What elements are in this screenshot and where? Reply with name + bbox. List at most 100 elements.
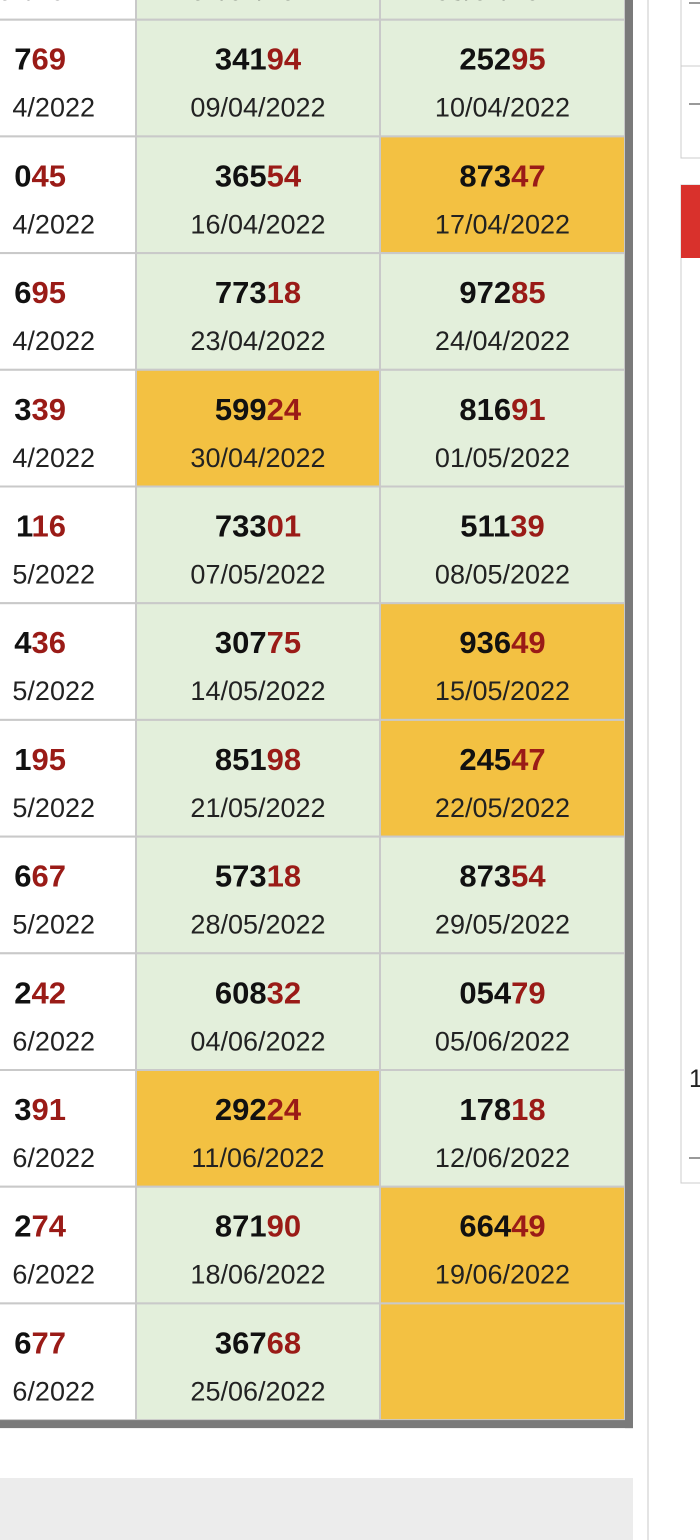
result-date: 28/05/2022	[190, 910, 325, 940]
number-suffix: 32	[267, 975, 301, 1010]
result-date: 5/2022	[12, 676, 95, 706]
number-suffix: 74	[32, 1209, 67, 1244]
number-suffix: 95	[32, 742, 66, 777]
table-border-right	[625, 0, 633, 1429]
number-suffix: 94	[267, 42, 302, 77]
side-label: 1	[689, 1065, 700, 1093]
cell	[0, 485, 137, 605]
result-number: 25295	[459, 42, 545, 77]
number-prefix: 6	[14, 1325, 31, 1360]
number-prefix: 2	[14, 1209, 31, 1244]
number-prefix: 511	[460, 509, 510, 544]
number-suffix: 24	[267, 392, 302, 427]
number-prefix: 307	[215, 625, 267, 660]
result-number: 60832	[215, 975, 301, 1010]
number-suffix: 67	[32, 859, 66, 894]
number-suffix: 95	[511, 42, 545, 77]
number-suffix: 79	[511, 975, 545, 1010]
result-date: 02/04/2022	[190, 0, 325, 6]
number-prefix: 1	[14, 742, 31, 777]
result-date: 6/2022	[12, 1260, 95, 1290]
cell	[0, 602, 137, 721]
number-suffix: 98	[267, 742, 301, 777]
result-date: 01/04/2022	[0, 0, 95, 6]
result-number: 59924	[215, 392, 302, 427]
result-number: 97285	[459, 275, 545, 310]
number-suffix: 77	[32, 1325, 66, 1360]
result-number: 667	[14, 859, 66, 894]
number-prefix: 341	[215, 42, 267, 77]
number-suffix: 91	[511, 392, 545, 427]
result-date: 23/04/2022	[190, 326, 325, 356]
result-date: 22/05/2022	[435, 793, 570, 823]
result-number: 36554	[215, 158, 302, 193]
cell	[135, 368, 381, 488]
result-number: 195	[14, 742, 66, 777]
result-number: 93649	[459, 625, 545, 660]
result-date: 11/06/2022	[191, 1143, 324, 1173]
number-prefix: 599	[215, 392, 267, 427]
result-number: 045	[14, 158, 66, 193]
number-prefix: 873	[459, 158, 511, 193]
number-prefix: 367	[215, 1325, 267, 1360]
cell	[135, 1185, 381, 1305]
result-date: 17/04/2022	[435, 209, 570, 239]
result-number: 87347	[459, 158, 545, 193]
footer-band	[0, 1478, 633, 1540]
number-suffix: 42	[32, 975, 66, 1010]
result-number: 677	[14, 1325, 66, 1360]
number-prefix: 245	[459, 742, 511, 777]
number-suffix: 18	[267, 859, 301, 894]
result-date: 19/06/2022	[435, 1260, 570, 1290]
number-prefix: 252	[459, 42, 511, 77]
number-suffix: 39	[32, 392, 66, 427]
cell	[379, 602, 626, 721]
side-box	[680, 65, 700, 159]
number-prefix: 608	[215, 975, 267, 1010]
result-date: 01/05/2022	[435, 443, 570, 473]
number-prefix: 573	[215, 859, 267, 894]
cell	[379, 835, 626, 955]
result-number: 73301	[215, 509, 301, 544]
result-date: 08/05/2022	[435, 560, 570, 590]
number-suffix: 75	[267, 625, 301, 660]
number-prefix: 851	[215, 742, 267, 777]
result-date: 4/2022	[12, 93, 95, 123]
number-suffix: 36	[32, 625, 66, 660]
result-number: 51139	[460, 509, 545, 544]
result-date: 29/05/2022	[435, 910, 570, 940]
number-suffix: 68	[267, 1325, 301, 1360]
number-prefix: 873	[459, 859, 511, 894]
number-suffix: 95	[32, 275, 66, 310]
number-prefix: 7	[14, 42, 31, 77]
result-number: 81691	[459, 392, 545, 427]
result-date: 5/2022	[12, 560, 95, 590]
cell	[0, 252, 137, 371]
number-prefix: 365	[215, 158, 267, 193]
result-date: 12/06/2022	[435, 1143, 570, 1173]
number-prefix: 3	[14, 1092, 31, 1127]
result-number: 695	[14, 275, 66, 310]
result-number: 242	[14, 975, 66, 1010]
result-date: 18/06/2022	[190, 1260, 325, 1290]
result-number: 77318	[215, 275, 301, 310]
number-prefix: 2	[14, 975, 31, 1010]
number-suffix: 54	[511, 859, 546, 894]
result-date: 5/2022	[12, 793, 95, 823]
number-prefix: 773	[215, 275, 267, 310]
number-prefix: 054	[459, 975, 511, 1010]
result-date: 10/04/2022	[435, 93, 570, 123]
number-suffix: 91	[32, 1092, 66, 1127]
cell	[379, 718, 626, 838]
result-number: 116	[16, 509, 66, 544]
result-date: 25/06/2022	[190, 1376, 325, 1406]
result-number: 24547	[459, 742, 545, 777]
number-suffix: 69	[32, 42, 66, 77]
cell	[0, 1069, 137, 1188]
cell	[0, 718, 137, 838]
result-number: 05479	[459, 975, 545, 1010]
number-suffix: 45	[32, 158, 66, 193]
result-number: 36768	[215, 1325, 301, 1360]
